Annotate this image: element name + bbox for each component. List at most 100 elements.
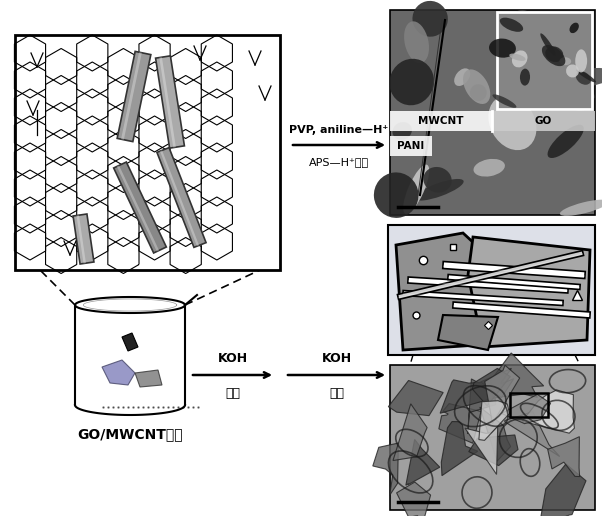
Polygon shape: [403, 294, 563, 304]
Polygon shape: [438, 315, 498, 350]
Text: APS—H⁺聚合: APS—H⁺聚合: [309, 157, 369, 167]
Polygon shape: [388, 380, 443, 416]
Polygon shape: [469, 435, 518, 465]
Polygon shape: [439, 404, 481, 443]
Ellipse shape: [576, 70, 596, 83]
Ellipse shape: [509, 10, 535, 36]
Polygon shape: [468, 237, 590, 347]
Polygon shape: [76, 215, 86, 264]
Bar: [497, 12, 592, 109]
Polygon shape: [480, 368, 514, 398]
Polygon shape: [117, 166, 159, 251]
Text: GO: GO: [535, 116, 551, 126]
Polygon shape: [397, 251, 583, 299]
Polygon shape: [135, 370, 162, 387]
Ellipse shape: [489, 39, 516, 58]
Bar: [492, 111, 595, 131]
Ellipse shape: [548, 125, 584, 158]
Ellipse shape: [389, 59, 434, 105]
Polygon shape: [485, 365, 520, 424]
Ellipse shape: [423, 167, 452, 192]
Ellipse shape: [503, 74, 527, 98]
Ellipse shape: [576, 50, 587, 72]
Polygon shape: [473, 368, 510, 406]
Ellipse shape: [470, 84, 487, 101]
Polygon shape: [548, 437, 580, 477]
Polygon shape: [114, 162, 166, 253]
Ellipse shape: [403, 165, 429, 214]
Polygon shape: [453, 305, 590, 316]
Polygon shape: [121, 52, 142, 140]
Polygon shape: [448, 275, 580, 289]
Bar: [390, 111, 492, 131]
Polygon shape: [443, 266, 585, 277]
Ellipse shape: [512, 51, 527, 68]
Polygon shape: [479, 401, 509, 440]
Polygon shape: [160, 57, 176, 148]
Ellipse shape: [374, 172, 418, 218]
Polygon shape: [117, 52, 151, 141]
Text: PANI: PANI: [397, 141, 424, 151]
Text: 活化: 活化: [329, 387, 344, 400]
Ellipse shape: [488, 95, 536, 150]
Bar: [510, 393, 548, 417]
Text: KOH: KOH: [321, 352, 352, 365]
Ellipse shape: [412, 1, 448, 37]
Polygon shape: [73, 214, 94, 264]
Polygon shape: [157, 148, 206, 247]
Ellipse shape: [545, 46, 563, 62]
Polygon shape: [480, 407, 510, 461]
Ellipse shape: [566, 64, 579, 77]
Bar: [390, 136, 432, 156]
Polygon shape: [122, 333, 138, 351]
Ellipse shape: [414, 179, 464, 201]
Polygon shape: [453, 302, 590, 318]
Polygon shape: [501, 394, 551, 424]
Text: PVP, aniline—H⁺: PVP, aniline—H⁺: [290, 125, 389, 135]
Polygon shape: [397, 482, 430, 516]
Ellipse shape: [542, 45, 565, 66]
Bar: [388, 225, 595, 355]
Polygon shape: [373, 443, 399, 495]
Polygon shape: [406, 440, 440, 486]
Polygon shape: [408, 281, 568, 292]
Ellipse shape: [569, 23, 579, 33]
Polygon shape: [160, 150, 199, 246]
Polygon shape: [541, 464, 586, 516]
Ellipse shape: [560, 200, 602, 216]
Bar: [390, 365, 595, 510]
Ellipse shape: [474, 159, 505, 176]
Ellipse shape: [509, 54, 526, 61]
Text: KOH: KOH: [217, 352, 247, 365]
Text: GO/MWCNT溶液: GO/MWCNT溶液: [77, 427, 183, 441]
Polygon shape: [398, 253, 583, 298]
Ellipse shape: [540, 34, 555, 55]
Ellipse shape: [393, 122, 412, 140]
Polygon shape: [448, 278, 580, 288]
Ellipse shape: [404, 21, 429, 63]
Ellipse shape: [500, 18, 523, 32]
Text: MWCNT: MWCNT: [418, 116, 464, 126]
Polygon shape: [504, 412, 560, 457]
Ellipse shape: [463, 69, 490, 104]
Polygon shape: [442, 262, 585, 279]
Ellipse shape: [569, 59, 592, 101]
Ellipse shape: [492, 94, 517, 108]
Polygon shape: [155, 56, 184, 148]
Polygon shape: [522, 390, 574, 433]
Text: 続沉: 続沉: [225, 387, 240, 400]
Ellipse shape: [564, 68, 602, 87]
Polygon shape: [441, 422, 478, 476]
Polygon shape: [440, 380, 494, 413]
Polygon shape: [102, 360, 135, 385]
Ellipse shape: [520, 69, 530, 86]
Ellipse shape: [559, 57, 571, 65]
Bar: [15, 35, 280, 270]
Polygon shape: [393, 404, 427, 461]
Polygon shape: [491, 353, 544, 398]
Polygon shape: [396, 233, 503, 350]
Ellipse shape: [560, 75, 594, 110]
Bar: [390, 10, 595, 215]
Ellipse shape: [576, 71, 591, 85]
Polygon shape: [408, 277, 568, 293]
